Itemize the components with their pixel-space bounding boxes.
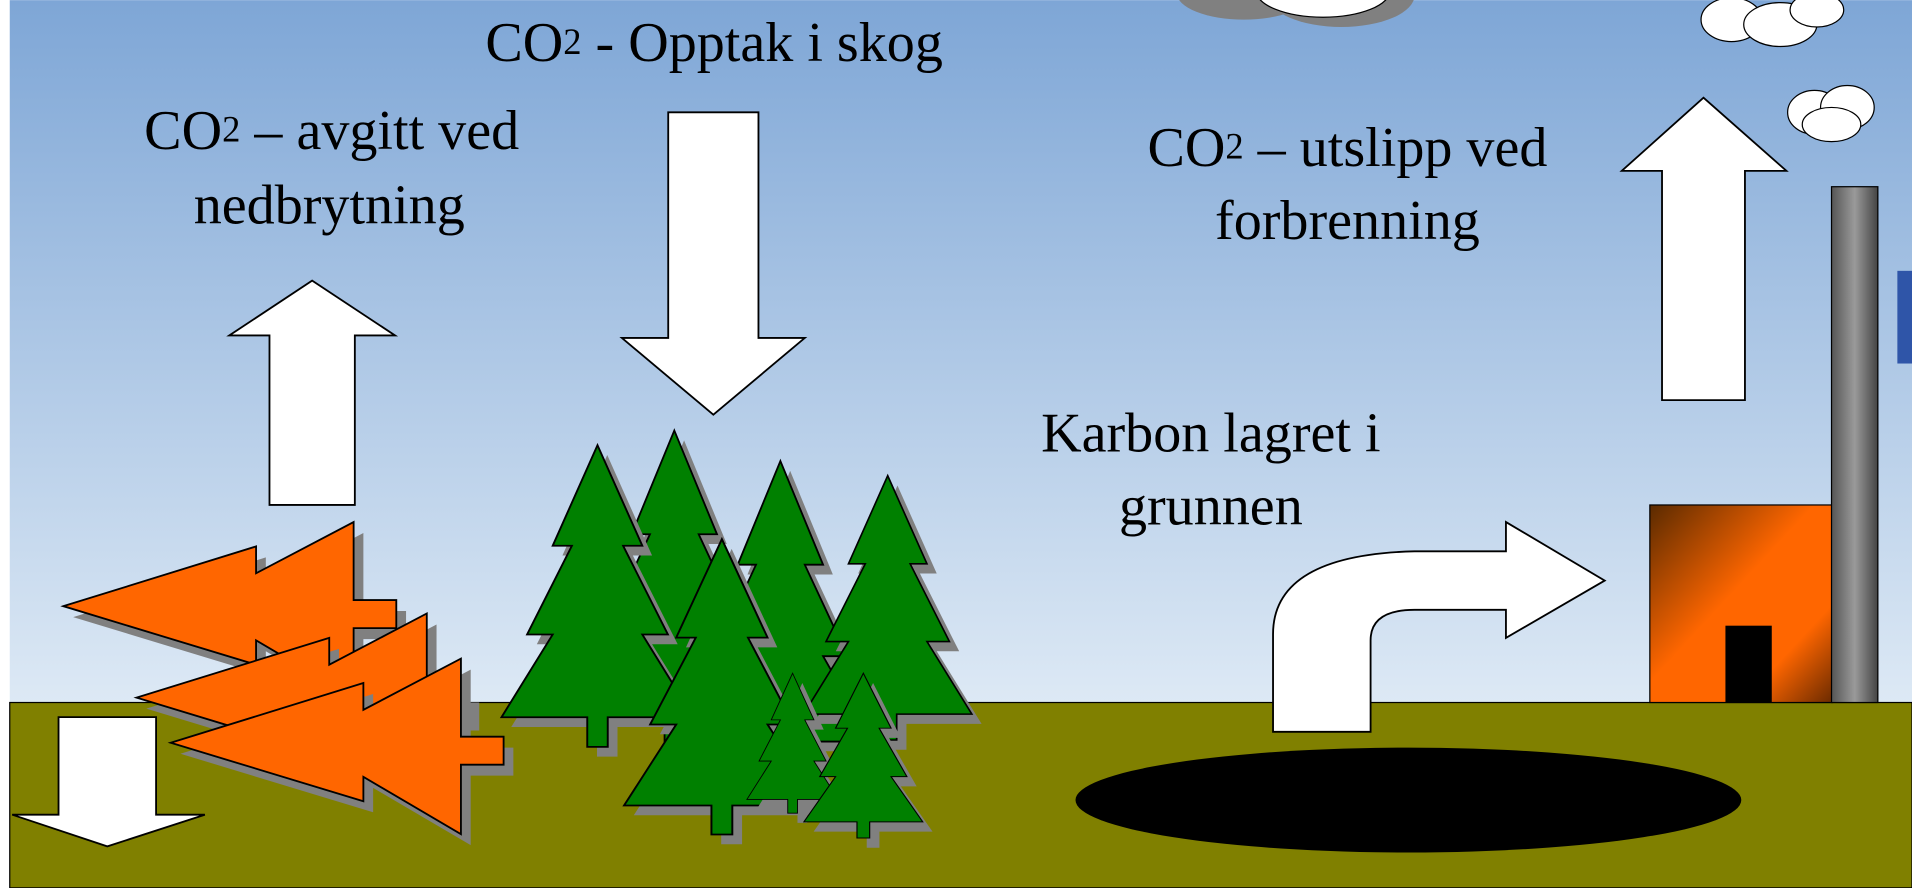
- combustion-label-line2: forbrenning: [1215, 190, 1480, 252]
- label-text: – avgitt ved: [240, 100, 519, 162]
- margin: [0, 0, 10, 888]
- superscript: 2: [563, 21, 581, 62]
- carbon-cycle-diagram: CO2 - Opptak i skog CO2 – avgitt ved ned…: [0, 0, 1912, 888]
- superscript: 2: [222, 109, 240, 150]
- edge-bar: [1897, 271, 1912, 364]
- combustion-label: CO2 – utslipp ved: [1147, 117, 1547, 179]
- superscript: 2: [1225, 126, 1243, 167]
- label-text: – utslipp ved: [1244, 117, 1548, 179]
- decomposition-label: CO2 – avgitt ved: [144, 100, 519, 162]
- storage-label-line2: grunnen: [1119, 475, 1303, 537]
- chem: CO: [1147, 117, 1225, 179]
- chem: CO: [485, 12, 563, 74]
- carbon-storage: [1076, 748, 1742, 853]
- storage-label: Karbon lagret i: [1041, 402, 1380, 464]
- decomposition-label-line2: nedbrytning: [194, 174, 465, 236]
- uptake-label: CO2 - Opptak i skog: [485, 12, 943, 74]
- label-text: - Opptak i skog: [582, 12, 943, 74]
- chem: CO: [144, 100, 222, 162]
